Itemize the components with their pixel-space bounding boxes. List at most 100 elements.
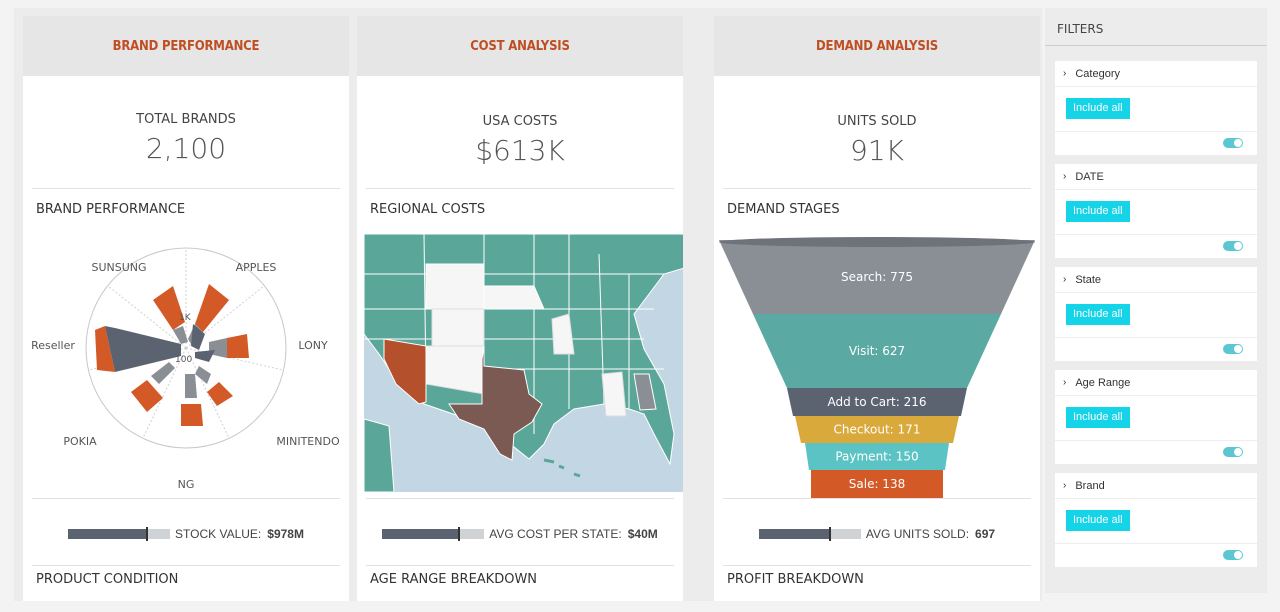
stat-label: AVG UNITS SOLD: [865, 527, 970, 541]
include-all-button[interactable]: Include all [1066, 304, 1130, 325]
kpi-value: 2,100 [145, 132, 227, 165]
kpi-value: 91K [850, 134, 904, 167]
filter-category: › Category Include all [1055, 61, 1257, 155]
radar-label: SUNSUNG [91, 261, 146, 274]
card-header: BRAND PERFORMANCE [23, 16, 349, 76]
map-state-low [601, 371, 627, 417]
map-state-low [551, 313, 575, 355]
filter-state: › State Include all [1055, 267, 1257, 361]
section-title: DEMAND STAGES [727, 202, 840, 217]
radar-tick-1k: 1K [179, 313, 192, 323]
include-all-button[interactable]: Include all [1066, 407, 1130, 428]
filter-label: Brand [1075, 479, 1105, 492]
avg-cost-bar [382, 527, 485, 541]
filter-label: DATE [1075, 170, 1104, 183]
filter-header[interactable]: › State [1055, 267, 1257, 293]
filter-toggle[interactable] [1223, 550, 1243, 560]
funnel-stage [787, 388, 967, 416]
stat-value: 697 [975, 527, 996, 541]
filter-toggle[interactable] [1223, 241, 1243, 251]
filter-date: › DATE Include all [1055, 164, 1257, 258]
funnel-stage [719, 240, 1035, 314]
dashboard-area: BRAND PERFORMANCE TOTAL BRANDS 2,100 BRA… [14, 8, 1042, 601]
filters-panel: FILTERS › Category Include all › DATE Incl… [1045, 8, 1267, 593]
stat-value: $40M [627, 527, 658, 541]
filter-label: Category [1075, 67, 1120, 80]
card-title: BRAND PERFORMANCE [112, 38, 260, 54]
section-title: AGE RANGE BREAKDOWN [370, 572, 538, 587]
avg-units-stat: AVG UNITS SOLD: 697 [714, 527, 1040, 541]
card-title: DEMAND ANALYSIS [816, 38, 938, 54]
funnel-stage [753, 314, 1001, 388]
funnel-stage-label: Payment: 150 [835, 450, 918, 464]
radar-petals [95, 284, 249, 426]
funnel-stage-label: Search: 775 [841, 270, 913, 284]
divider [366, 188, 674, 189]
filter-brand: › Brand Include all [1055, 473, 1257, 567]
funnel-stage-label: Add to Cart: 216 [827, 395, 926, 409]
map-state-low [425, 263, 485, 310]
filter-toggle[interactable] [1223, 138, 1243, 148]
section-title: REGIONAL COSTS [370, 202, 486, 217]
map-state-high [448, 345, 543, 461]
divider [32, 565, 340, 566]
filter-header[interactable]: › Brand [1055, 473, 1257, 499]
kpi-label: UNITS SOLD [837, 114, 917, 129]
chevron-right-icon: › [1063, 171, 1067, 182]
funnel-stage [811, 470, 943, 498]
filter-header[interactable]: › Age Range [1055, 370, 1257, 396]
map-state-low [431, 308, 485, 347]
filters-title: FILTERS [1057, 22, 1104, 36]
divider [32, 188, 340, 189]
filter-header[interactable]: › DATE [1055, 164, 1257, 190]
filter-toggle[interactable] [1223, 447, 1243, 457]
card-header: DEMAND ANALYSIS [714, 16, 1040, 76]
funnel-stage [795, 416, 959, 443]
stock-value-stat: STOCK VALUE: $978M [23, 527, 349, 541]
radar-chart: 1K 100 SUNSUNG APPLES LONY MINITENDO NG … [31, 247, 340, 491]
include-all-button[interactable]: Include all [1066, 201, 1130, 222]
radar-label: POKIA [63, 435, 97, 448]
radar-label: APPLES [236, 261, 277, 274]
include-all-button[interactable]: Include all [1066, 510, 1130, 531]
map-islands [543, 458, 581, 478]
kpi-label: USA COSTS [482, 114, 558, 129]
chevron-right-icon: › [1063, 68, 1067, 79]
map-state-low [483, 285, 545, 310]
divider [723, 188, 1031, 189]
radar-label: LONY [298, 339, 328, 352]
divider [366, 498, 674, 499]
divider [1045, 45, 1267, 46]
chevron-right-icon: › [1063, 480, 1067, 491]
section-title: PRODUCT CONDITION [36, 572, 179, 587]
avg-units-bar [758, 527, 861, 541]
divider [723, 498, 1031, 499]
map-alaska [364, 418, 395, 492]
funnel-stage [805, 443, 949, 470]
chevron-right-icon: › [1063, 274, 1067, 285]
kpi-value: $613K [475, 134, 565, 167]
filter-toggle[interactable] [1223, 344, 1243, 354]
cost-analysis-card: COST ANALYSIS USA COSTS $613K REGIONAL C… [357, 16, 683, 601]
section-title: BRAND PERFORMANCE [36, 202, 186, 217]
include-all-button[interactable]: Include all [1066, 98, 1130, 119]
filter-header[interactable]: › Category [1055, 61, 1257, 87]
radar-label: Reseller [31, 339, 75, 352]
us-map [364, 234, 683, 492]
radar-label: NG [178, 478, 195, 491]
filter-label: Age Range [1075, 376, 1131, 389]
card-title: COST ANALYSIS [470, 38, 570, 54]
demand-analysis-card: DEMAND ANALYSIS UNITS SOLD 91K DEMAND ST… [714, 16, 1040, 601]
funnel-rim [719, 237, 1035, 247]
filter-age-range: › Age Range Include all [1055, 370, 1257, 464]
section-title: PROFIT BREAKDOWN [727, 572, 864, 587]
divider [723, 565, 1031, 566]
radar-tick-100: 100 [175, 355, 192, 365]
stat-value: $978M [267, 527, 304, 541]
funnel-chart: Search: 775 Visit: 627 Add to Cart: 216 Che… [719, 237, 1035, 498]
funnel-stage-label: Checkout: 171 [834, 423, 921, 437]
stat-label: STOCK VALUE: [175, 527, 262, 541]
card-header: COST ANALYSIS [357, 16, 683, 76]
map-state-mid [383, 338, 427, 405]
chevron-right-icon: › [1063, 377, 1067, 388]
